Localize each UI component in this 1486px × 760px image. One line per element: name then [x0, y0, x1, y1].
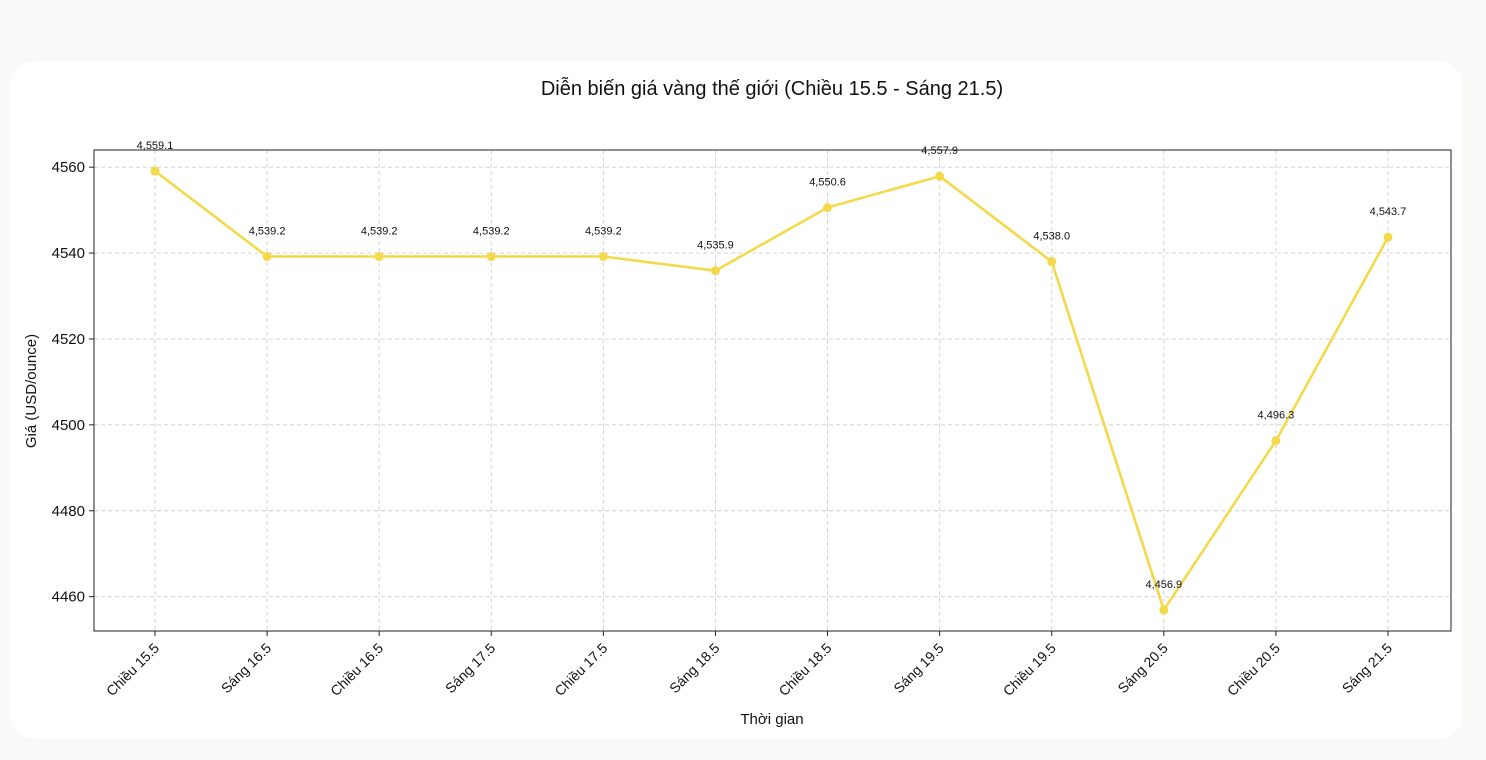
x-tick-label: Sáng 20.5 — [1114, 640, 1171, 697]
data-point — [262, 252, 272, 262]
data-label: 4,496.3 — [1258, 410, 1295, 422]
x-tick-label: Chiều 19.5 — [1000, 640, 1059, 699]
y-tick-label: 4540 — [52, 245, 85, 262]
data-label: 4,538.0 — [1033, 231, 1070, 243]
data-point — [1047, 257, 1057, 267]
x-tick-label: Chiều 15.5 — [103, 640, 162, 699]
data-point — [150, 166, 160, 176]
data-point — [823, 203, 833, 213]
y-tick-label: 4460 — [52, 589, 85, 606]
data-label: 4,543.7 — [1370, 206, 1407, 218]
plot-frame — [93, 149, 1452, 632]
data-label: 4,557.9 — [921, 145, 958, 157]
data-point — [486, 252, 496, 262]
x-axis-ticks: Chiều 15.5 Sáng 16.5 Chiều 16.5 Sáng 17.5 Ch… — [103, 631, 1395, 699]
data-point — [1271, 436, 1281, 446]
x-tick-label: Sáng 16.5 — [218, 640, 275, 697]
y-axis-ticks: 4460 4480 4500 4520 4540 4560 — [52, 159, 94, 606]
data-label: 4,539.2 — [249, 226, 286, 238]
x-tick-label: Sáng 19.5 — [890, 640, 947, 697]
data-point — [1383, 232, 1393, 242]
x-tick-label: Sáng 17.5 — [442, 640, 499, 697]
y-tick-label: 4520 — [52, 331, 85, 348]
chart-title: Diễn biến giá vàng thế giới (Chiều 15.5 … — [541, 77, 1003, 100]
x-tick-label: Chiều 20.5 — [1224, 640, 1283, 699]
data-point — [374, 252, 384, 262]
data-label: 4,456.9 — [1145, 579, 1182, 591]
data-label: 4,539.2 — [585, 226, 622, 238]
x-tick-label: Sáng 21.5 — [1339, 640, 1396, 697]
data-label: 4,559.1 — [137, 140, 174, 152]
series-line — [154, 170, 1390, 612]
y-tick-label: 4500 — [52, 417, 85, 434]
y-tick-label: 4560 — [52, 159, 85, 176]
data-label: 4,539.2 — [361, 226, 398, 238]
data-label: 4,539.2 — [473, 226, 510, 238]
data-label: 4,550.6 — [809, 177, 846, 189]
data-labels: 4,559.1 4,539.2 4,539.2 4,539.2 4,539.2 4,535… — [137, 140, 1407, 591]
y-axis-label: Giá (USD/ounce) — [23, 334, 40, 448]
x-tick-label: Chiều 17.5 — [551, 640, 610, 699]
x-tick-label: Sáng 18.5 — [666, 640, 723, 697]
x-tick-label: Chiều 18.5 — [775, 640, 834, 699]
data-point — [710, 266, 720, 276]
data-label: 4,535.9 — [697, 240, 734, 252]
x-axis-label: Thời gian — [740, 711, 803, 728]
grid — [94, 150, 1451, 631]
data-point — [935, 171, 945, 181]
x-tick-label: Chiều 16.5 — [327, 640, 386, 699]
data-point — [598, 252, 608, 262]
series-line-layer — [154, 170, 1390, 612]
chart-card — [10, 61, 1463, 739]
y-tick-label: 4480 — [52, 503, 85, 520]
data-point — [1159, 605, 1169, 615]
data-points — [150, 166, 1393, 615]
